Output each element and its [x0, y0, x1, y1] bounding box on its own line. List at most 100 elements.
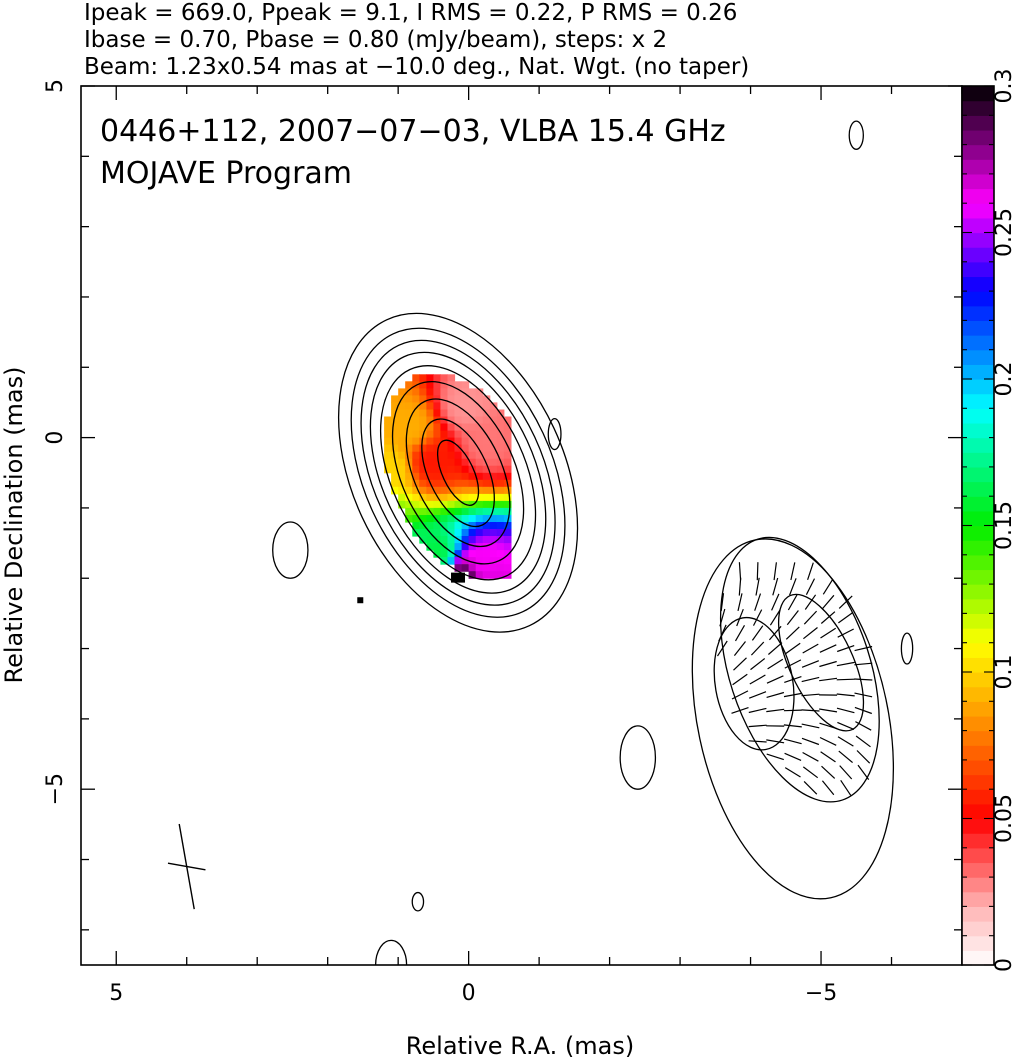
evpa-tick: [785, 626, 800, 640]
pol-pixel: [412, 507, 420, 516]
pol-pixel: [475, 423, 484, 432]
pol-pixel: [489, 493, 498, 502]
pol-pixel: [482, 500, 491, 509]
pol-pixel: [475, 557, 484, 565]
jet-contours: [691, 536, 895, 900]
colorbar-swatch: [962, 818, 994, 834]
evpa-tick: [801, 723, 820, 729]
evpa-tick: [749, 674, 766, 685]
pol-pixel: [440, 529, 448, 537]
pol-pixel: [496, 507, 505, 516]
pol-pixel: [503, 515, 512, 523]
pol-pixel: [384, 430, 392, 439]
evpa-tick: [801, 676, 820, 683]
pol-pixel: [433, 465, 441, 474]
pol-pixel: [475, 515, 484, 523]
colorbar-swatch: [962, 686, 994, 702]
evpa-tick: [734, 625, 746, 642]
pol-pixel: [482, 444, 491, 453]
colorbar-swatch: [962, 935, 994, 951]
evpa-ticks: [716, 562, 873, 796]
contour-line: [360, 339, 556, 606]
pol-pixel: [440, 550, 448, 558]
pol-pixel: [489, 437, 498, 446]
pol-pixel: [426, 402, 434, 410]
pol-pixel: [503, 444, 512, 453]
pol-pixel: [440, 395, 448, 403]
pol-pixel: [475, 536, 484, 544]
pol-pixel: [433, 543, 441, 551]
colorbar-swatch: [962, 188, 994, 204]
colorbar-swatch: [962, 789, 994, 805]
pol-pixel: [419, 395, 427, 403]
pol-pixel: [419, 423, 427, 432]
evpa-tick: [771, 593, 780, 611]
pol-pixel: [468, 423, 477, 432]
evpa-tick: [769, 609, 781, 626]
pol-pixel: [398, 430, 406, 439]
pol-pixel: [447, 479, 456, 488]
pol-pixel: [391, 430, 399, 439]
pol-pixel: [405, 430, 413, 439]
pol-pixel: [482, 395, 491, 403]
colorbar-swatch: [962, 408, 994, 424]
evpa-tick: [731, 690, 749, 700]
pol-pixel: [426, 465, 434, 474]
evpa-tick: [802, 751, 819, 762]
pol-pixel: [391, 444, 399, 453]
pol-pixel: [489, 465, 498, 474]
pol-pixel: [461, 550, 470, 558]
pol-pixel: [454, 444, 463, 453]
evpa-tick: [755, 577, 760, 596]
polarization-pixels: [384, 374, 512, 579]
pol-pixel: [461, 437, 470, 446]
pol-pixel: [489, 409, 498, 418]
evpa-tick: [801, 709, 820, 712]
pol-pixel: [482, 402, 491, 410]
pol-pixel: [447, 550, 456, 558]
pol-pixel: [461, 522, 470, 530]
pol-pixel: [468, 416, 477, 425]
pol-pixel: [419, 522, 427, 530]
pol-pixel: [496, 493, 505, 502]
pol-pixel: [398, 465, 406, 474]
evpa-tick: [750, 641, 765, 656]
pol-pixel: [426, 472, 434, 481]
pol-pixel: [440, 507, 448, 516]
colorbar-swatch: [962, 86, 994, 102]
evpa-tick: [854, 678, 873, 681]
pol-pixel: [419, 416, 427, 425]
pol-pixel: [447, 423, 456, 432]
colorbar-swatch: [962, 598, 994, 614]
pol-pixel: [461, 472, 470, 481]
pol-pixel: [440, 500, 448, 509]
pol-pixel: [482, 493, 491, 502]
pol-pixel: [440, 465, 448, 474]
colorbar-swatch: [962, 745, 994, 761]
evpa-tick: [802, 643, 819, 654]
evpa-tick: [837, 721, 855, 730]
pol-pixel: [454, 507, 463, 516]
colorbar-swatch: [962, 525, 994, 541]
pol-pixel: [412, 423, 420, 432]
evpa-tick: [836, 661, 855, 667]
pol-pixel: [496, 543, 505, 551]
pol-pixel: [412, 522, 420, 530]
pol-pixel: [433, 388, 441, 396]
pol-pixel: [475, 444, 484, 453]
evpa-tick: [838, 595, 853, 609]
evpa-tick: [737, 593, 743, 612]
pol-pixel: [440, 381, 448, 389]
pol-pixel: [412, 451, 420, 460]
colorbar-swatch: [962, 144, 994, 160]
pol-pixel: [433, 515, 441, 523]
pol-pixel: [475, 571, 484, 579]
pol-pixel: [405, 479, 413, 488]
pol-pixel: [496, 486, 505, 495]
pol-pixel: [391, 486, 399, 495]
evpa-tick: [820, 751, 836, 763]
pol-pixel: [412, 402, 420, 410]
pol-pixel: [384, 423, 392, 432]
colorbar-swatch: [962, 701, 994, 717]
pol-pixel: [496, 416, 505, 425]
